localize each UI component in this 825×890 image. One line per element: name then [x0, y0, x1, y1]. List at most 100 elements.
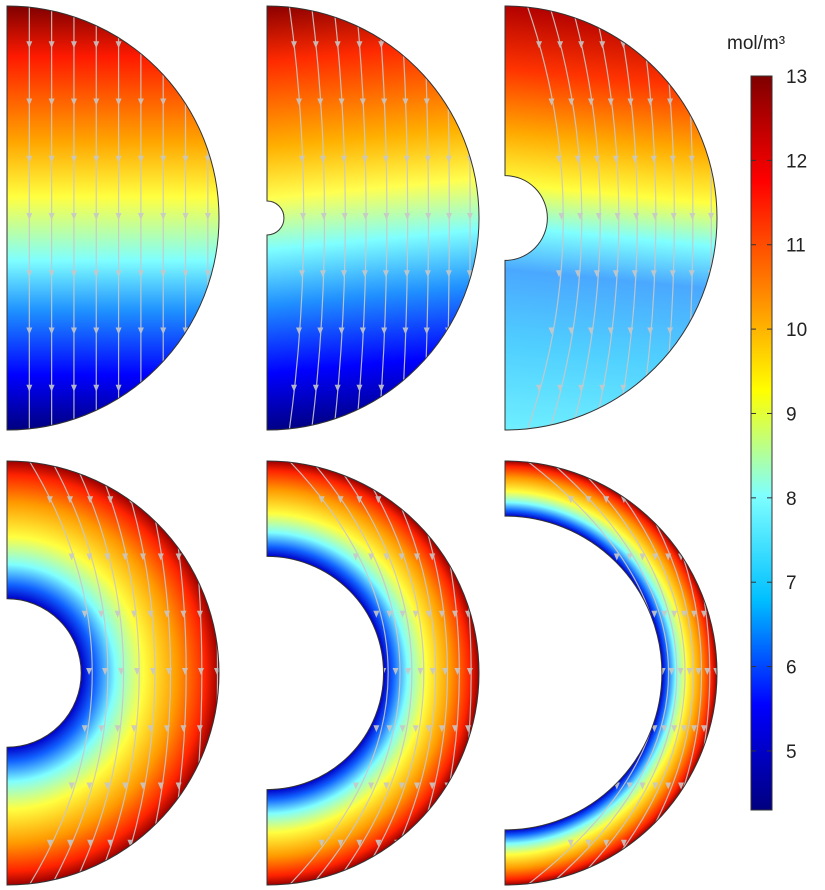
streamline-arrow — [641, 610, 648, 618]
panel-inner-radius-small — [266, 5, 480, 431]
streamline-arrow — [627, 327, 634, 335]
streamline-arrow — [599, 41, 606, 49]
streamline-arrow — [68, 553, 75, 561]
streamline-arrow — [196, 610, 203, 618]
streamline-arrow — [295, 327, 302, 335]
streamline — [333, 461, 413, 885]
streamline-arrow — [167, 839, 174, 847]
streamline-arrow — [710, 610, 717, 618]
streamline-arrow — [182, 270, 189, 278]
streamline-arrow — [93, 384, 100, 392]
streamline-arrow — [137, 213, 144, 220]
streamline-arrow — [674, 839, 681, 847]
streamline-arrow — [633, 213, 640, 220]
streamline-arrow — [196, 725, 203, 733]
streamline-arrow — [93, 213, 100, 220]
streamline-arrow — [26, 270, 33, 278]
streamline-arrow — [160, 41, 167, 49]
streamline-arrow — [48, 270, 55, 278]
streamline-arrow — [368, 553, 375, 561]
streamline-arrow — [425, 213, 432, 220]
streamline-arrow — [114, 610, 121, 618]
streamline-arrow — [400, 41, 407, 49]
streamline-arrow — [404, 213, 411, 220]
streamline-arrow — [122, 553, 129, 561]
streamline-arrow — [446, 213, 453, 220]
streamline-arrow — [577, 213, 584, 220]
streamline-arrow — [204, 213, 211, 220]
streamline-arrow — [568, 327, 575, 335]
streamline-arrow — [558, 213, 565, 220]
streamline-arrow — [704, 41, 711, 49]
streamline — [549, 461, 670, 885]
streamline-arrow — [137, 41, 144, 49]
streamline-arrow — [450, 496, 457, 504]
streamline-arrow — [588, 327, 595, 335]
streamline-arrow — [671, 610, 678, 618]
colorbar-tick-label: 13 — [786, 67, 807, 88]
streamline-arrow — [67, 496, 74, 504]
streamline-arrow — [318, 839, 325, 847]
streamline-arrow — [70, 41, 77, 49]
streamline-arrow — [361, 155, 368, 163]
streamline-arrow — [466, 327, 473, 335]
streamline-arrow — [631, 270, 638, 278]
streamline-arrow — [118, 668, 125, 675]
streamline-arrow — [652, 553, 659, 561]
streamline-arrow — [683, 41, 690, 49]
streamline-arrow — [70, 327, 77, 335]
streamline-arrow — [690, 782, 697, 790]
streamline-arrow — [115, 213, 122, 220]
streamline-arrow — [187, 496, 194, 504]
streamline-arrow — [603, 496, 610, 504]
colorbar-tick-label: 12 — [786, 151, 807, 172]
streamline-arrow — [413, 496, 420, 504]
streamline-arrow — [555, 270, 562, 278]
streamline-arrow — [425, 610, 432, 618]
streamline — [118, 461, 156, 885]
streamline-arrow — [131, 725, 138, 733]
streamline-arrow — [147, 725, 154, 733]
streamline-arrow — [198, 668, 205, 675]
streamline-arrow — [319, 155, 326, 163]
streamline-arrow — [568, 98, 575, 106]
streamline-arrow — [93, 270, 100, 278]
streamline-arrow — [70, 384, 77, 392]
streamline-arrow — [465, 610, 472, 618]
streamline-arrow — [26, 213, 33, 220]
streamline-arrow — [656, 839, 663, 847]
streamline-arrow — [703, 782, 710, 790]
streamline-arrow — [340, 155, 347, 163]
streamline-arrow — [337, 496, 344, 504]
streamline-arrow — [613, 553, 620, 561]
streamline-arrow — [187, 839, 194, 847]
streamline-arrow — [137, 270, 144, 278]
streamline-arrow — [26, 41, 33, 49]
streamline-arrow — [338, 98, 345, 106]
streamline-arrow — [403, 270, 410, 278]
streamline-arrow — [669, 155, 676, 163]
streamline-arrow — [413, 839, 420, 847]
streamline-arrow — [721, 725, 727, 732]
streamline-arrow — [373, 725, 380, 733]
streamline-arrow — [716, 553, 717, 561]
streamline-arrow — [669, 270, 676, 278]
streamline-arrow — [398, 553, 405, 561]
streamline-arrow — [412, 725, 419, 733]
streamline-arrow — [700, 610, 707, 618]
streamline-arrow — [536, 41, 543, 49]
streamline-arrow — [612, 155, 619, 163]
streamline-arrow — [475, 553, 479, 561]
streamline-arrow — [291, 384, 298, 392]
streamline-arrow — [81, 725, 88, 733]
streamline-arrow — [134, 668, 141, 675]
streamline-arrow — [674, 496, 681, 504]
streamline-arrow — [459, 782, 466, 790]
streamline-arrow — [115, 98, 122, 106]
streamline-arrow — [193, 782, 200, 790]
panel-inner-radius-xxlarge — [504, 460, 727, 886]
streamline-arrow — [443, 384, 450, 392]
streamline — [28, 461, 93, 885]
concentration-field — [7, 461, 219, 885]
streamline-arrow — [555, 155, 562, 163]
